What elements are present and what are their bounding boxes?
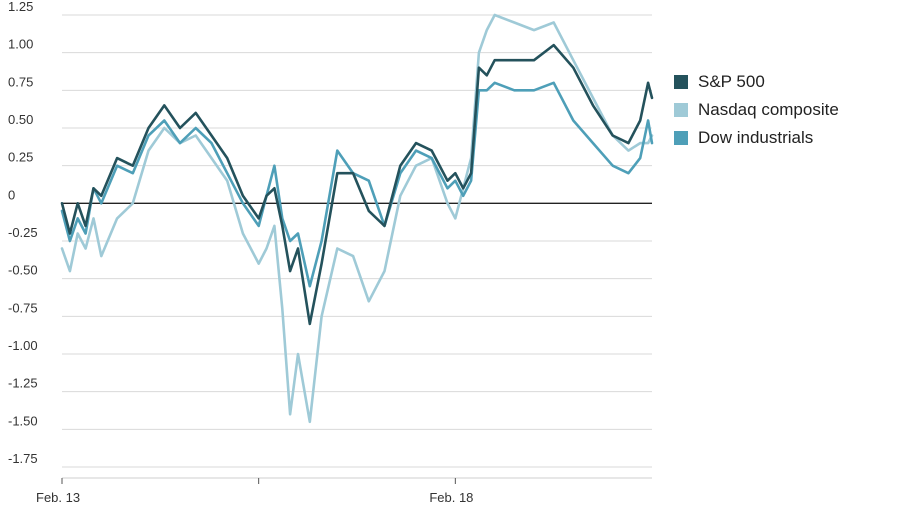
y-tick-label: -1.50: [8, 413, 38, 428]
legend-swatch-dow: [674, 131, 688, 145]
y-tick-label: -1.00: [8, 338, 38, 353]
legend-label-nasdaq: Nasdaq composite: [698, 100, 839, 119]
y-tick-label: -1.75: [8, 451, 38, 466]
legend-label-dow: Dow industrials: [698, 128, 814, 147]
series-line-dow-industrials: [60, 81, 654, 288]
legend: S&P 500 Nasdaq composite Dow industrials: [674, 68, 839, 152]
x-tick-label: Feb. 13: [36, 490, 80, 505]
y-tick-label: -0.50: [8, 263, 38, 278]
y-tick-label: -1.25: [8, 376, 38, 391]
series-line-nasdaq-composite: [60, 13, 654, 424]
y-tick-label: 0.50: [8, 112, 33, 127]
legend-swatch-sp500: [674, 75, 688, 89]
legend-item-dow: Dow industrials: [674, 124, 839, 152]
y-tick-label: -0.75: [8, 300, 38, 315]
gridlines: [62, 14, 652, 468]
legend-label-sp500: S&P 500: [698, 72, 765, 91]
legend-swatch-nasdaq: [674, 103, 688, 117]
series-lines: [60, 13, 654, 424]
x-tick-label: Feb. 18: [429, 490, 473, 505]
y-tick-label: 1.25: [8, 0, 33, 14]
legend-item-nasdaq: Nasdaq composite: [674, 96, 839, 124]
y-tick-label: 1.00: [8, 37, 33, 52]
y-tick-label: 0.25: [8, 150, 33, 165]
y-tick-label: -0.25: [8, 225, 38, 240]
legend-item-sp500: S&P 500: [674, 68, 839, 96]
y-tick-label: 0: [8, 187, 15, 202]
x-axis: Feb. 13 Feb. 18: [36, 477, 652, 505]
y-axis: 1.25 1.00 0.75 0.50 0.25 0 -0.25 -0.50 -0.75 -1.0…: [8, 0, 38, 466]
series-line-s-p-500: [60, 43, 654, 326]
y-tick-label: 0.75: [8, 74, 33, 89]
